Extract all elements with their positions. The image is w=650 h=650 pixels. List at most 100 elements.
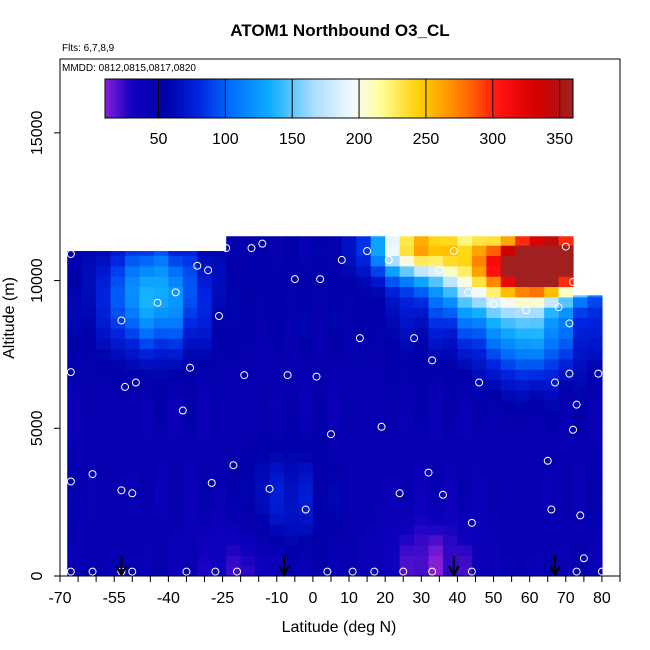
field-cell — [385, 255, 401, 267]
x-tick-label: 10 — [340, 590, 358, 607]
field-cell — [385, 534, 401, 546]
field-cell — [515, 410, 531, 422]
field-cell — [327, 245, 343, 257]
field-cell — [139, 431, 155, 443]
field-cell — [298, 524, 314, 536]
field-cell — [486, 555, 502, 567]
field-cell — [515, 451, 531, 463]
field-cell — [226, 482, 242, 494]
field-cell — [96, 420, 112, 432]
field-cell — [168, 327, 184, 339]
field-cell — [312, 236, 328, 246]
field-cell — [414, 503, 430, 515]
field-cell — [385, 420, 401, 432]
field-cell — [341, 348, 357, 360]
field-cell — [341, 400, 357, 412]
field-cell — [67, 431, 83, 443]
field-cell — [486, 431, 502, 443]
field-cell — [139, 379, 155, 391]
sample-point — [554, 303, 563, 312]
field-cell — [240, 286, 256, 298]
field-cell — [298, 503, 314, 515]
field-cell — [370, 317, 386, 329]
field-cell — [168, 544, 184, 556]
field-cell — [139, 296, 155, 308]
field-cell — [125, 317, 141, 329]
field-cell — [312, 482, 328, 494]
field-cell — [284, 544, 300, 556]
field-cell — [240, 245, 256, 257]
field-cell — [573, 524, 589, 536]
field-cell — [457, 513, 473, 525]
field-cell — [515, 420, 531, 432]
sample-point — [178, 406, 187, 415]
field-cell — [558, 441, 574, 453]
field-cell — [457, 441, 473, 453]
field-cell — [442, 451, 459, 463]
field-cell — [110, 389, 126, 401]
sample-point — [377, 422, 386, 431]
field-cell — [240, 358, 256, 370]
field-cell — [399, 358, 415, 370]
field-cell — [370, 369, 386, 381]
field-cell — [211, 338, 227, 350]
field-cell — [428, 338, 444, 350]
field-cell — [471, 493, 487, 505]
field-cell — [197, 555, 213, 567]
field-cell — [544, 544, 560, 556]
field-cell — [168, 389, 184, 401]
field-cell — [211, 389, 227, 401]
field-cell — [558, 451, 574, 463]
field-cell — [255, 338, 271, 350]
field-cell — [370, 472, 386, 484]
field-cell — [81, 276, 97, 288]
field-cell — [529, 358, 545, 370]
field-cell — [544, 513, 560, 525]
field-cell — [269, 276, 285, 288]
field-cell — [414, 451, 430, 463]
chart-title: ATOM1 Northbound O3_CL — [230, 21, 449, 40]
field-cell — [197, 420, 213, 432]
field-cell — [96, 482, 112, 494]
field-cell — [298, 327, 314, 339]
field-cell — [428, 286, 444, 298]
field-cell — [211, 255, 227, 267]
field-cell — [341, 420, 357, 432]
field-cell — [240, 503, 256, 515]
field-cell — [168, 441, 184, 453]
field-cell — [255, 236, 271, 246]
field-cell — [356, 565, 372, 576]
y-axis: 0 5000 10000 15000 — [29, 111, 60, 580]
field-cell — [284, 431, 300, 443]
field-cell — [544, 265, 560, 277]
field-cell — [529, 265, 545, 277]
field-cell — [486, 317, 502, 329]
field-cell — [269, 524, 285, 536]
field-cell — [558, 358, 574, 370]
field-cell — [240, 534, 256, 546]
field-cell — [341, 524, 357, 536]
field-cell — [110, 503, 126, 515]
field-cell — [515, 503, 531, 515]
field-cell — [240, 451, 256, 463]
field-cell — [356, 296, 372, 308]
field-cell — [96, 276, 112, 288]
field-cell — [125, 296, 141, 308]
field-cell — [414, 389, 430, 401]
field-cell — [312, 358, 328, 370]
field-cell — [168, 410, 184, 422]
field-cell — [573, 295, 589, 298]
field-cell — [226, 286, 242, 298]
field-cell — [442, 327, 459, 339]
x-tick-label: 40 — [449, 590, 467, 607]
field-cell — [312, 441, 328, 453]
field-cell — [500, 317, 516, 329]
field-cell — [312, 410, 328, 422]
field-cell — [515, 513, 531, 525]
field-cell — [67, 472, 83, 484]
field-cell — [515, 307, 531, 319]
field-cell — [168, 493, 184, 505]
field-cell — [96, 389, 112, 401]
field-cell — [544, 348, 560, 360]
field-cell — [81, 513, 97, 525]
